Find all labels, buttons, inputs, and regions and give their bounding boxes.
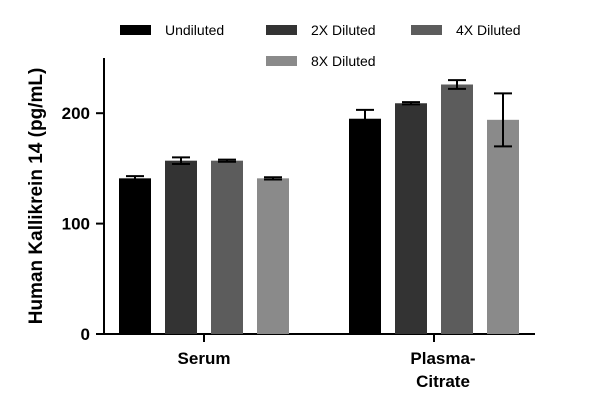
legend-swatch-1 [266,25,297,35]
bars [119,84,519,334]
category-label-1-0: Plasma- [410,349,475,368]
legend-label-1: 2X Diluted [311,22,376,38]
legend: Undiluted 2X Diluted 4X Diluted 8X Diluted [120,22,521,69]
legend-label-2: 4X Diluted [456,22,521,38]
y-axis-title: Human Kallikrein 14 (pg/mL) [26,68,47,325]
bar-0-3 [257,178,289,334]
category-label-0-0: Serum [178,349,231,368]
legend-swatch-2 [411,25,442,35]
legend-label-3: 8X Diluted [311,53,376,69]
bar-0-2 [211,160,243,334]
y-tick-label-100: 100 [62,215,90,234]
bar-0-1 [165,160,197,334]
error-bars [126,79,512,182]
y-tick-label-0: 0 [81,325,90,344]
axis-labels: 0 100 200 Serum Plasma- Citrate Human Kallikre… [26,68,476,391]
bar-1-3 [487,119,519,334]
legend-swatch-3 [266,56,297,66]
legend-swatch-0 [120,25,151,35]
bar-1-1 [395,103,427,334]
bar-0-0 [119,178,151,334]
bar-1-2 [441,84,473,334]
bar-1-0 [349,118,381,334]
y-tick-label-200: 200 [62,104,90,123]
category-label-1-1: Citrate [416,372,470,391]
legend-label-0: Undiluted [165,22,224,38]
